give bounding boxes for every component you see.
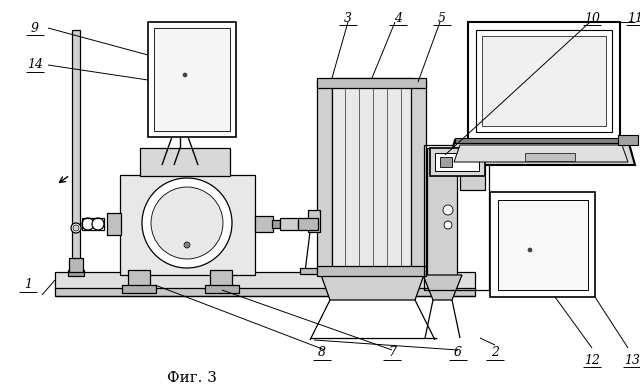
Circle shape [142, 178, 232, 268]
Bar [490, 192, 595, 297]
Bar [298, 218, 318, 230]
Polygon shape [468, 22, 620, 140]
Bar [280, 218, 300, 230]
Bar [210, 270, 232, 288]
Bar [525, 153, 575, 161]
Text: 3: 3 [344, 12, 352, 24]
Text: 10: 10 [584, 12, 600, 24]
Circle shape [151, 187, 223, 259]
Text: 14: 14 [27, 59, 43, 71]
Polygon shape [618, 135, 638, 145]
Bar [317, 78, 426, 88]
Circle shape [444, 221, 452, 229]
Bar [317, 266, 426, 276]
Bar [68, 270, 84, 276]
Bar [148, 22, 236, 137]
Text: 12: 12 [584, 354, 600, 366]
Text: 4: 4 [394, 12, 402, 24]
Polygon shape [454, 145, 628, 162]
Bar [424, 145, 489, 290]
Bar [440, 157, 452, 167]
Bar [460, 165, 485, 190]
Polygon shape [448, 140, 635, 165]
Bar [298, 221, 313, 228]
Bar [435, 153, 479, 171]
Bar [55, 288, 475, 296]
Bar [300, 268, 328, 274]
Bar [482, 36, 606, 126]
Bar [455, 138, 635, 143]
Polygon shape [423, 275, 462, 300]
Circle shape [73, 225, 79, 231]
Circle shape [71, 223, 81, 233]
Bar [476, 30, 612, 132]
Text: 9: 9 [31, 22, 39, 34]
Bar [55, 272, 475, 290]
Text: 5: 5 [438, 12, 446, 24]
Circle shape [183, 73, 187, 77]
Bar [154, 28, 230, 131]
Text: Фиг. 3: Фиг. 3 [167, 371, 217, 385]
Bar [72, 30, 80, 275]
Circle shape [92, 218, 104, 230]
Polygon shape [320, 272, 425, 300]
Circle shape [82, 218, 94, 230]
Bar [498, 200, 588, 290]
Circle shape [528, 248, 532, 252]
Bar [411, 82, 426, 272]
Text: 11: 11 [627, 12, 640, 24]
Bar [120, 175, 255, 275]
Bar [255, 216, 273, 232]
Bar [82, 218, 104, 230]
Bar [427, 148, 457, 278]
Bar [128, 270, 150, 288]
Circle shape [184, 242, 190, 248]
Text: 8: 8 [318, 347, 326, 359]
Bar [107, 213, 121, 235]
Text: 1: 1 [24, 279, 32, 291]
Circle shape [443, 205, 453, 215]
Bar [272, 220, 280, 228]
Bar [332, 78, 412, 276]
Text: 2: 2 [491, 347, 499, 359]
Bar [317, 82, 332, 272]
Text: 6: 6 [454, 347, 462, 359]
Bar [430, 148, 485, 176]
Text: 7: 7 [388, 347, 396, 359]
Bar [308, 210, 320, 232]
Bar [69, 258, 83, 272]
Bar [122, 285, 156, 293]
Text: 13: 13 [624, 354, 640, 366]
Bar [140, 148, 230, 176]
Bar [205, 285, 239, 293]
